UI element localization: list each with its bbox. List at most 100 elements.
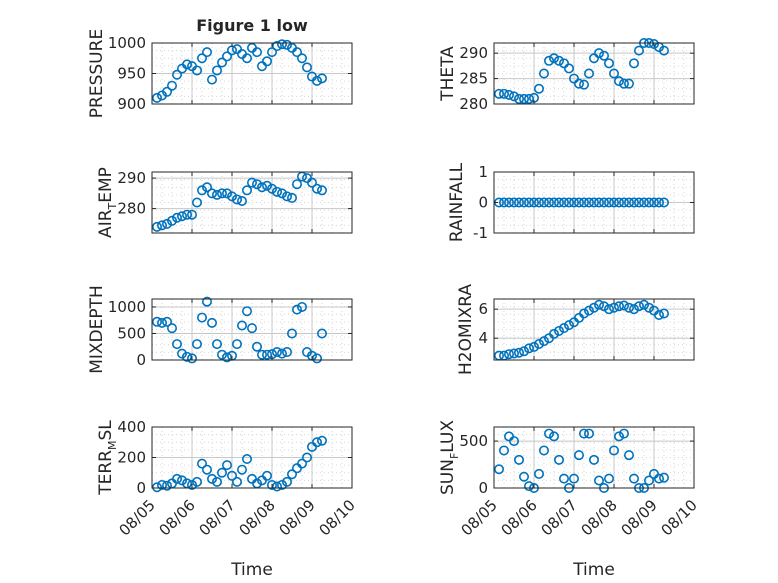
data-point: [177, 211, 188, 222]
data-point: [568, 197, 579, 208]
data-point: [202, 464, 213, 475]
data-point: [513, 93, 524, 104]
data-point: [543, 428, 554, 439]
data-point: [157, 479, 168, 490]
data-point: [508, 348, 519, 359]
data-point: [643, 302, 654, 313]
data-point: [583, 197, 594, 208]
y-axis-label: THETA: [438, 46, 458, 102]
data-point: [578, 308, 589, 319]
y-tick-label: 0: [136, 479, 146, 497]
data-point: [578, 197, 589, 208]
data-point: [271, 481, 282, 492]
data-point: [217, 467, 228, 478]
data-point: [276, 348, 287, 359]
data-point: [523, 197, 534, 208]
y-tick-label: 0: [478, 479, 488, 497]
data-point: [252, 341, 263, 352]
data-point: [187, 479, 198, 490]
data-point: [212, 476, 223, 487]
data-point: [573, 197, 584, 208]
data-point: [533, 468, 544, 479]
data-point: [613, 431, 624, 442]
data-point: [182, 351, 193, 362]
data-point: [212, 339, 223, 350]
data-point: [633, 301, 644, 312]
data-point: [573, 450, 584, 461]
data-point: [603, 197, 614, 208]
data-point: [301, 62, 312, 73]
data-point: [558, 473, 569, 484]
y-tick-label: 200: [117, 449, 146, 467]
y-tick-label: 1000: [108, 298, 146, 316]
data-point: [598, 301, 609, 312]
data-point: [643, 197, 654, 208]
data-point: [628, 304, 639, 315]
data-point: [152, 482, 163, 493]
data-point: [493, 88, 504, 99]
data-point: [653, 309, 664, 320]
data-point: [513, 197, 524, 208]
data-point: [553, 55, 564, 66]
data-point: [563, 63, 574, 74]
data-point: [222, 460, 233, 471]
data-point: [167, 80, 178, 91]
data-point: [558, 58, 569, 69]
data-point: [172, 69, 183, 80]
data-point: [311, 183, 322, 194]
data-point: [291, 47, 302, 58]
data-point: [623, 450, 634, 461]
y-axis-label: TERRMSL: [96, 420, 119, 496]
data-point: [197, 458, 208, 469]
data-point: [212, 65, 223, 76]
data-point: [503, 349, 514, 360]
data-point: [217, 188, 228, 199]
x-axis-label-left: Time: [230, 560, 273, 580]
data-point: [276, 188, 287, 199]
y-tick-label: 900: [117, 95, 146, 113]
data-point: [192, 65, 203, 76]
data-point: [633, 197, 644, 208]
data-point: [242, 53, 253, 64]
data-point: [518, 346, 529, 357]
data-point: [603, 58, 614, 69]
data-point: [613, 301, 624, 312]
axes-frame: [493, 298, 695, 361]
y-tick-label: 950: [117, 65, 146, 83]
data-point: [232, 194, 243, 205]
data-point: [638, 197, 649, 208]
data-point: [518, 197, 529, 208]
data-point: [217, 349, 228, 360]
data-point: [623, 302, 634, 313]
data-point: [177, 348, 188, 359]
data-point: [523, 343, 534, 354]
data-point: [177, 475, 188, 486]
axes-frame: [493, 426, 695, 489]
data-point: [157, 220, 168, 231]
data-point: [598, 50, 609, 61]
data-point: [633, 45, 644, 56]
data-point: [578, 428, 589, 439]
data-point: [523, 481, 534, 492]
data-point: [608, 197, 619, 208]
data-point: [276, 479, 287, 490]
x-tick-label: 08/06: [498, 496, 541, 539]
data-point: [256, 182, 267, 193]
data-point: [548, 197, 559, 208]
data-point: [182, 59, 193, 70]
data-point: [286, 192, 297, 203]
data-point: [588, 197, 599, 208]
y-tick-label: 1000: [108, 34, 146, 52]
data-point: [533, 339, 544, 350]
panel-rainfall: -1 0 1 RAINFALL: [447, 162, 695, 242]
data-point: [653, 473, 664, 484]
data-point: [548, 53, 559, 64]
data-point: [618, 78, 629, 89]
data-point: [187, 209, 198, 220]
data-point: [638, 299, 649, 310]
data-point: [588, 53, 599, 64]
data-point: [498, 197, 509, 208]
data-point: [167, 323, 178, 334]
data-point: [508, 91, 519, 102]
